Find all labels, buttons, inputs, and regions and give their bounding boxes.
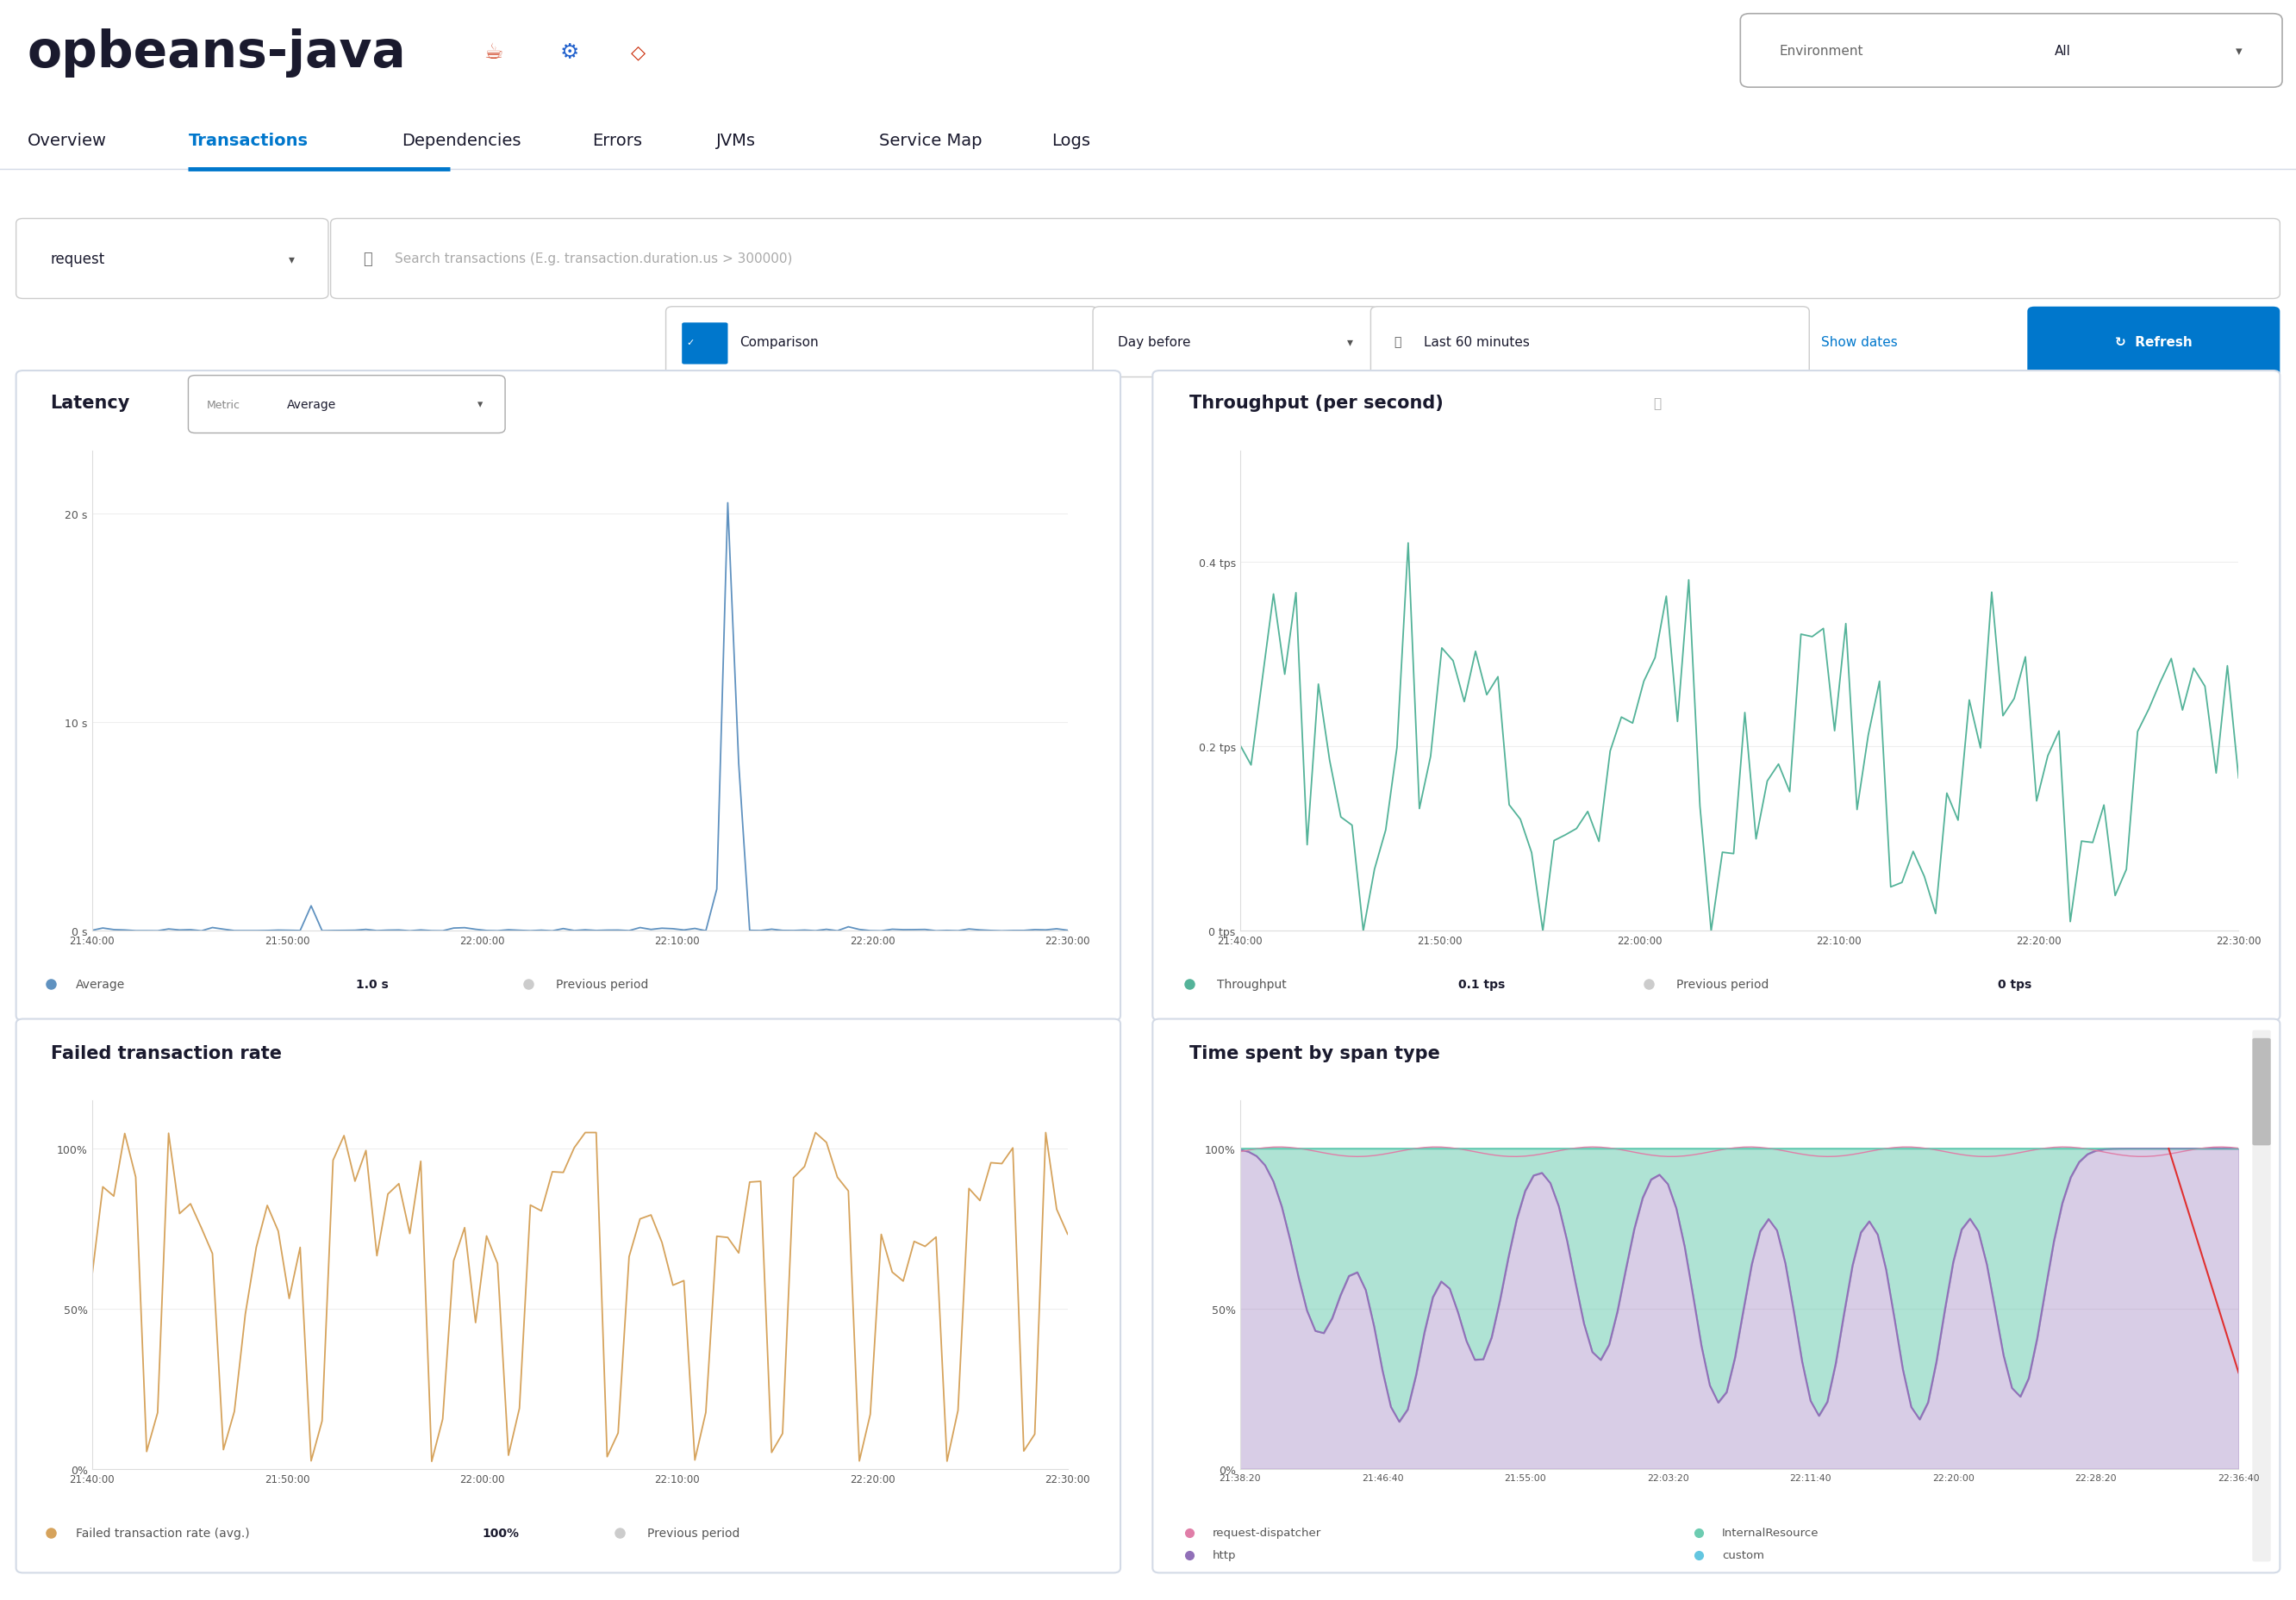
Text: Transactions: Transactions <box>188 133 308 149</box>
Text: Search transactions (E.g. transaction.duration.us > 300000): Search transactions (E.g. transaction.du… <box>395 253 792 266</box>
FancyBboxPatch shape <box>16 1019 1120 1573</box>
Text: ⌕: ⌕ <box>363 251 372 267</box>
FancyBboxPatch shape <box>1153 371 2280 1021</box>
Text: ▾: ▾ <box>478 400 482 410</box>
FancyBboxPatch shape <box>331 219 2280 299</box>
Text: Day before: Day before <box>1118 336 1192 349</box>
Text: Service Map: Service Map <box>879 133 983 149</box>
Text: Logs: Logs <box>1052 133 1091 149</box>
Text: InternalResource: InternalResource <box>1722 1528 1818 1538</box>
Text: ▾: ▾ <box>2236 45 2241 58</box>
FancyBboxPatch shape <box>1093 307 1378 378</box>
FancyBboxPatch shape <box>666 307 1097 378</box>
Text: 1.0 s: 1.0 s <box>356 978 388 990</box>
Text: Failed transaction rate (avg.): Failed transaction rate (avg.) <box>76 1526 250 1539</box>
Text: Dependencies: Dependencies <box>402 133 521 149</box>
Text: ▾: ▾ <box>1348 336 1352 349</box>
FancyBboxPatch shape <box>682 323 728 365</box>
Text: Failed transaction rate: Failed transaction rate <box>51 1045 282 1061</box>
Text: Time spent by span type: Time spent by span type <box>1189 1045 1440 1061</box>
Text: Latency: Latency <box>51 395 131 411</box>
Text: Previous period: Previous period <box>556 978 647 990</box>
FancyBboxPatch shape <box>2252 1030 2271 1562</box>
Text: ☕: ☕ <box>484 43 503 62</box>
Text: ✓: ✓ <box>687 338 696 347</box>
Text: 0.1 tps: 0.1 tps <box>1458 978 1504 990</box>
Text: JVMs: JVMs <box>716 133 755 149</box>
Text: 100%: 100% <box>482 1526 519 1539</box>
Text: Throughput (per second): Throughput (per second) <box>1189 395 1444 411</box>
Text: Comparison: Comparison <box>739 336 817 349</box>
FancyBboxPatch shape <box>1371 307 1809 378</box>
Text: Metric: Metric <box>207 400 241 410</box>
Text: Last 60 minutes: Last 60 minutes <box>1424 336 1529 349</box>
FancyBboxPatch shape <box>1740 14 2282 88</box>
Text: ▾: ▾ <box>289 253 294 266</box>
Text: Show dates: Show dates <box>1821 336 1896 349</box>
Text: Overview: Overview <box>28 133 108 149</box>
FancyBboxPatch shape <box>16 371 1120 1021</box>
Text: Average: Average <box>287 398 335 411</box>
Text: 📅: 📅 <box>1394 336 1401 349</box>
Text: http: http <box>1212 1550 1235 1560</box>
Text: Average: Average <box>76 978 124 990</box>
Text: All: All <box>2055 45 2071 58</box>
Text: Throughput: Throughput <box>1217 978 1286 990</box>
Text: 0 tps: 0 tps <box>1998 978 2032 990</box>
Text: ⚙: ⚙ <box>560 43 579 62</box>
FancyBboxPatch shape <box>2252 1038 2271 1146</box>
FancyBboxPatch shape <box>2027 307 2280 378</box>
Text: ◇: ◇ <box>631 45 645 61</box>
FancyBboxPatch shape <box>188 376 505 434</box>
Text: ⓘ: ⓘ <box>1653 397 1660 410</box>
Text: Errors: Errors <box>592 133 643 149</box>
Text: Previous period: Previous period <box>647 1526 739 1539</box>
Text: Environment: Environment <box>1779 45 1864 58</box>
FancyBboxPatch shape <box>16 219 328 299</box>
Text: request: request <box>51 251 106 267</box>
Text: ↻  Refresh: ↻ Refresh <box>2115 336 2193 349</box>
Text: custom: custom <box>1722 1550 1763 1560</box>
Text: opbeans-java: opbeans-java <box>28 29 406 77</box>
Text: request-dispatcher: request-dispatcher <box>1212 1528 1320 1538</box>
FancyBboxPatch shape <box>1153 1019 2280 1573</box>
Text: Previous period: Previous period <box>1676 978 1768 990</box>
